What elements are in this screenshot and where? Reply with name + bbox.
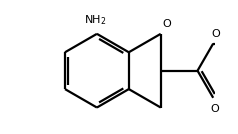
Text: O: O [211,104,219,114]
Text: O: O [163,19,171,29]
Text: NH$_2$: NH$_2$ [84,13,106,27]
Text: O: O [211,29,220,39]
